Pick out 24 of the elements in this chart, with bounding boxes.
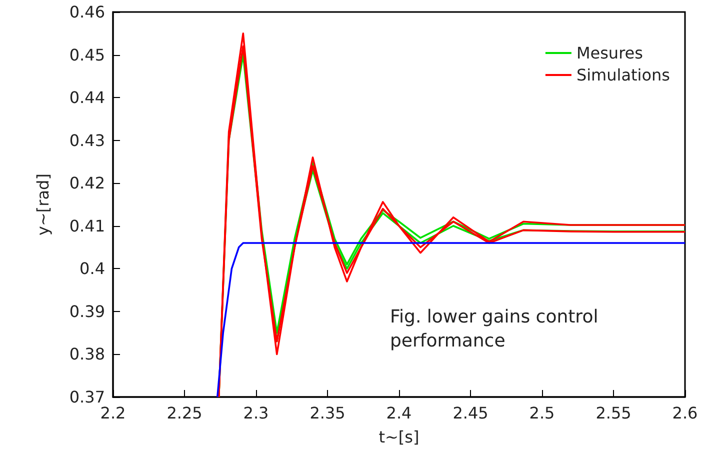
- y-tick-label: 0.41: [69, 216, 105, 236]
- y-tick-label: 0.44: [69, 88, 105, 108]
- legend-label: Simulations: [576, 66, 670, 84]
- y-tick-label: 0.45: [69, 45, 105, 64]
- x-tick-label: 2.5: [529, 404, 555, 422]
- y-tick-label: 0.37: [69, 388, 105, 406]
- x-tick-label: 2.6: [672, 404, 698, 422]
- y-tick-label: 0.42: [69, 174, 105, 193]
- legend-label: Mesures: [576, 44, 643, 62]
- y-tick-label: 0.46: [69, 2, 105, 22]
- x-tick-label: 2.3: [243, 404, 269, 422]
- x-tick-label: 2.25: [166, 404, 202, 422]
- x-tick-label: 2.45: [452, 404, 488, 422]
- x-tick-label: 2.35: [310, 404, 346, 422]
- x-tick-label: 2.55: [596, 404, 632, 422]
- y-tick-label: 0.39: [69, 302, 105, 321]
- y-tick-label: 0.4: [80, 259, 105, 278]
- x-tick-label: 2.4: [386, 404, 412, 422]
- x-axis-title: t~[s]: [378, 428, 420, 446]
- x-tick-label: 2.2: [100, 404, 126, 422]
- y-tick-label: 0.38: [69, 344, 105, 364]
- annotation: Fig. lower gains control performance: [390, 306, 604, 352]
- y-tick-label: 0.43: [69, 130, 105, 150]
- y-axis-title: y~[rad]: [34, 174, 52, 236]
